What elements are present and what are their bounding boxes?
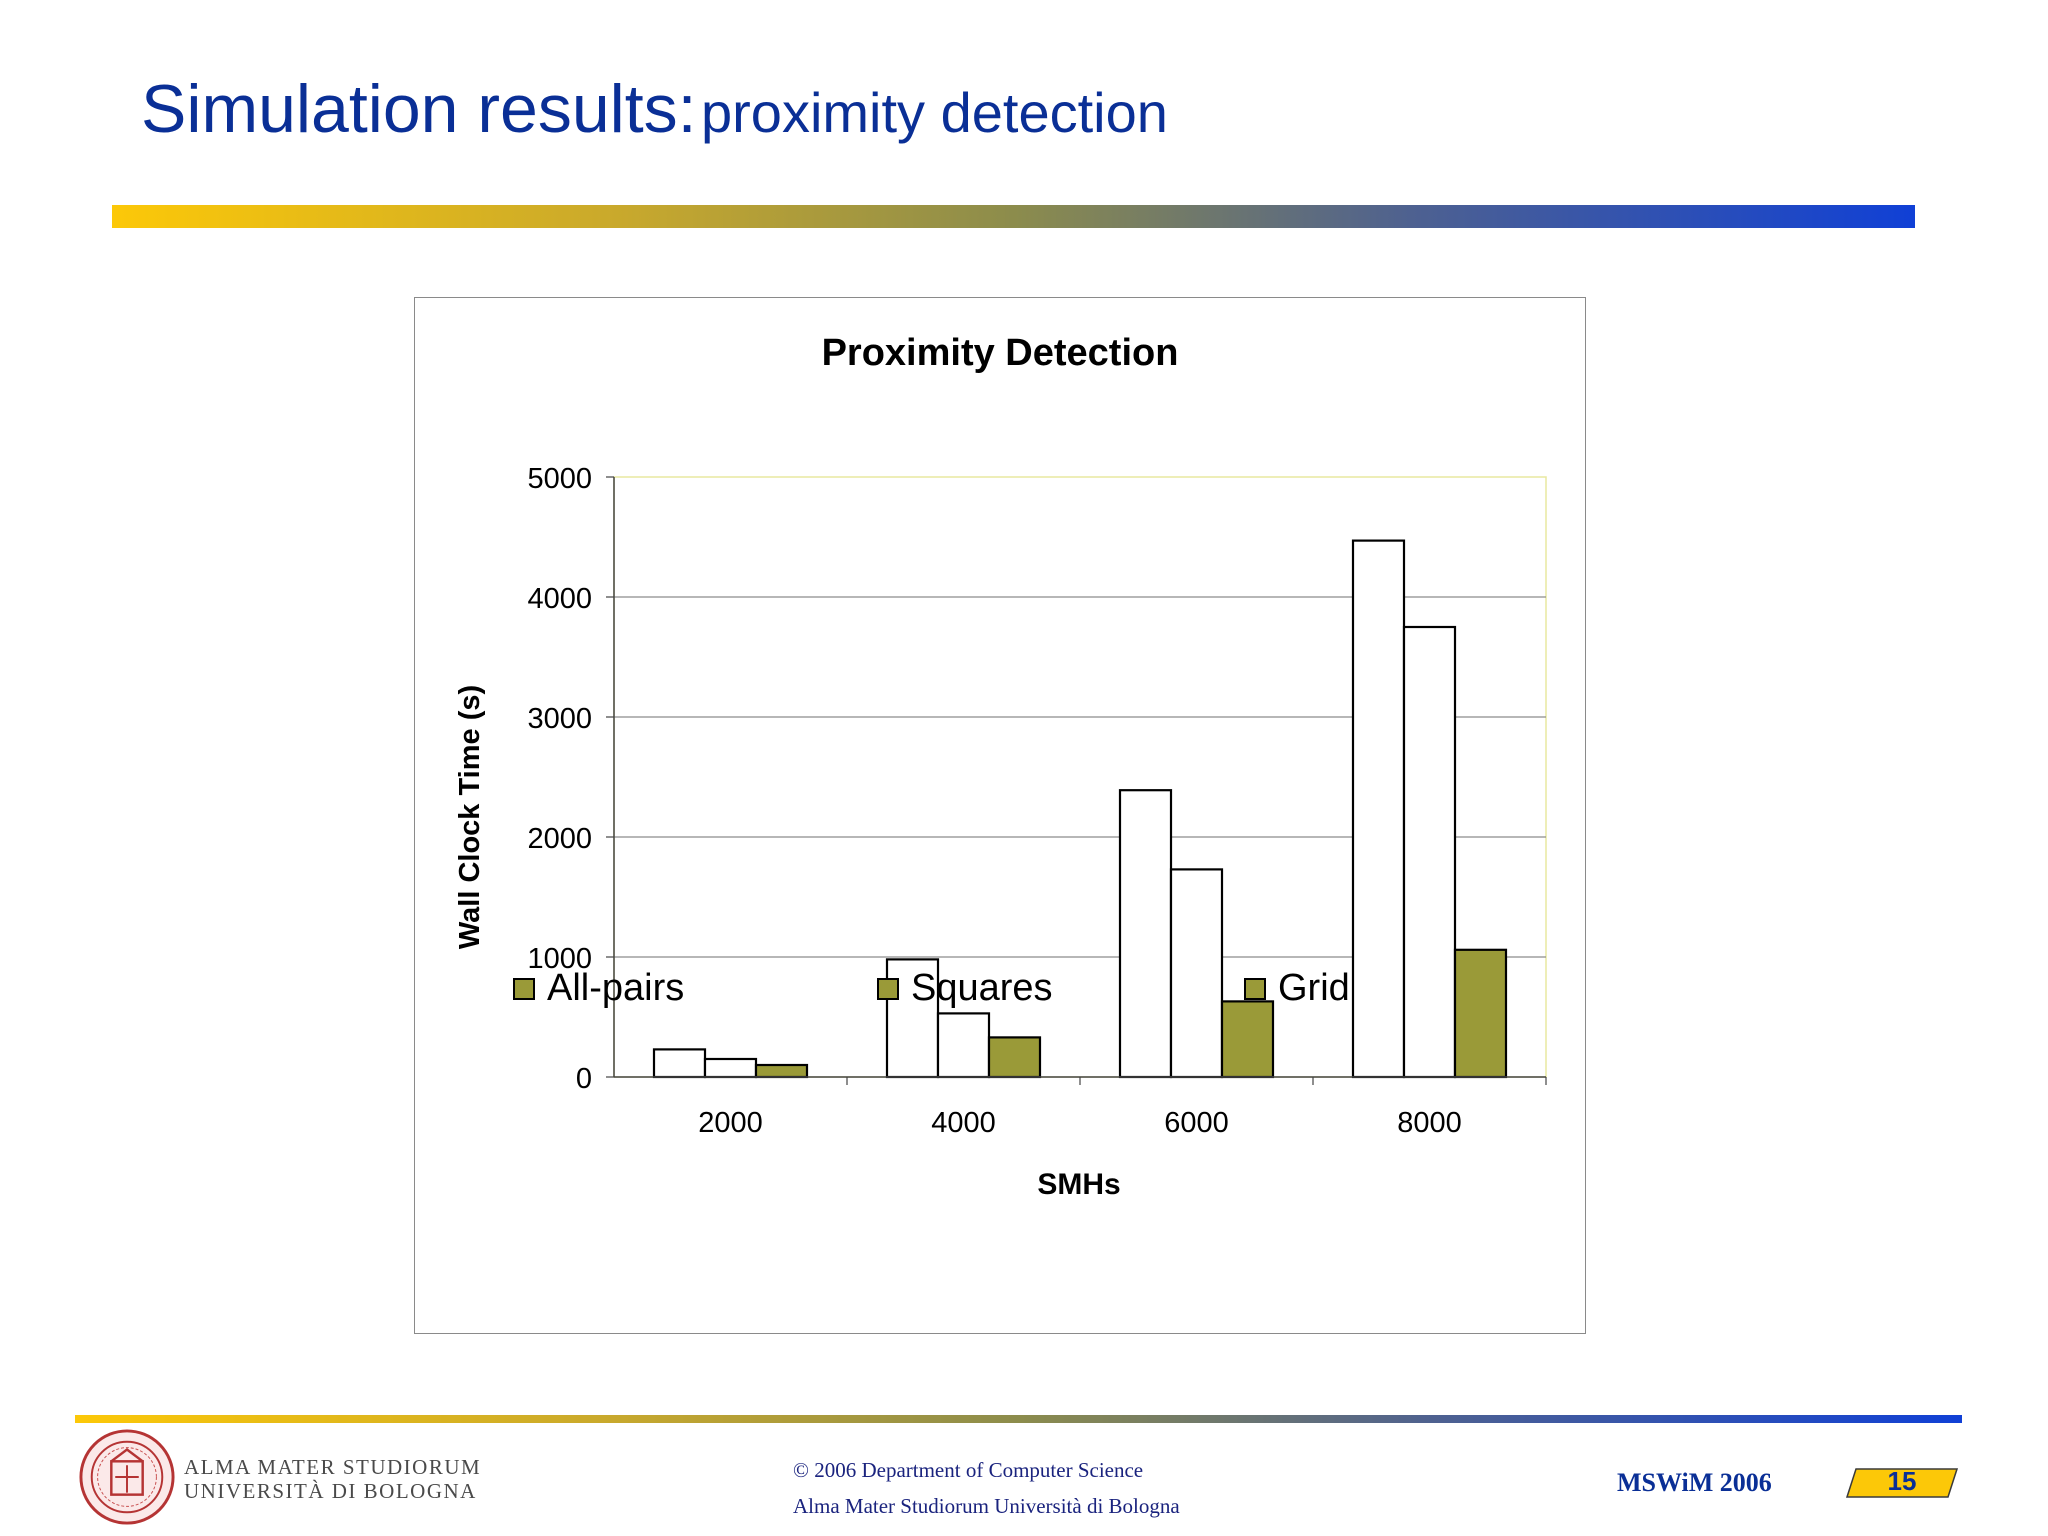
y-tick-label: 0 — [576, 1063, 592, 1095]
legend-label: Squares — [911, 967, 1053, 1009]
bar-squares-8000 — [1402, 625, 1457, 1079]
x-tick-label: 6000 — [1164, 1107, 1229, 1139]
x-tick-label: 2000 — [698, 1107, 763, 1139]
bar-squares-6000 — [1169, 868, 1224, 1079]
bar-squares-2000 — [703, 1057, 758, 1079]
x-tick-label: 4000 — [931, 1107, 996, 1139]
bar-grid-2000 — [754, 1063, 809, 1079]
bar-grid-8000 — [1453, 948, 1508, 1079]
conference-name: MSWiM 2006 — [1617, 1468, 1772, 1497]
x-axis-label: SMHs — [1037, 1168, 1120, 1201]
legend-swatch — [1244, 978, 1266, 1000]
legend-label: All-pairs — [547, 967, 684, 1009]
copyright-line1: © 2006 Department of Computer Science — [793, 1458, 1144, 1482]
copyright-line2: Alma Mater Studiorum Università di Bolog… — [793, 1494, 1180, 1518]
legend: All-pairs Squares Grid — [513, 967, 1350, 1009]
bar-all-pairs-2000 — [652, 1048, 707, 1079]
y-tick-label: 2000 — [527, 823, 592, 855]
university-name-line2: UNIVERSITÀ DI BOLOGNA — [184, 1479, 477, 1503]
legend-label: Grid — [1278, 967, 1350, 1009]
bar-grid-6000 — [1220, 1000, 1275, 1079]
y-tick-label: 3000 — [527, 703, 592, 735]
y-tick-label: 5000 — [527, 463, 592, 495]
page-number: 15 — [1887, 1466, 1917, 1496]
bar-all-pairs-8000 — [1351, 539, 1406, 1079]
y-tick-label: 1000 — [527, 943, 592, 975]
axes: 0 1000 2000 3000 4000 5000 2000 4000 6000 8000 — [527, 463, 1547, 1139]
x-tick-label: 8000 — [1397, 1107, 1462, 1139]
university-name-line1: ALMA MATER STUDIORUM — [184, 1455, 482, 1479]
chart-title: Proximity Detection — [822, 332, 1179, 374]
footer-gradient-rule — [75, 1415, 1962, 1423]
y-axis-label: Wall Clock Time (s) — [454, 685, 486, 949]
university-seal-logo — [79, 1429, 175, 1525]
bar-squares-4000 — [936, 1012, 991, 1079]
copyright-notice: © 2006 Department of Computer Science Al… — [793, 1452, 1180, 1524]
page-number-badge — [1846, 1468, 1958, 1498]
slide-title-main: Simulation results: — [141, 71, 697, 147]
bars — [652, 539, 1508, 1079]
bar-grid-4000 — [987, 1036, 1042, 1079]
legend-swatch — [877, 978, 899, 1000]
y-tick-label: 4000 — [527, 583, 592, 615]
slide-title-sub: proximity detection — [701, 81, 1168, 144]
bar-chart: Proximity Detection SMHs Wall Clock Time… — [454, 332, 1547, 1201]
bar-all-pairs-6000 — [1118, 789, 1173, 1079]
header-gradient-rule — [112, 205, 1915, 228]
slide-title: Simulation results: proximity detection — [141, 70, 1168, 148]
legend-swatch — [513, 978, 535, 1000]
university-name: ALMA MATER STUDIORUM UNIVERSITÀ DI BOLOG… — [184, 1455, 481, 1503]
